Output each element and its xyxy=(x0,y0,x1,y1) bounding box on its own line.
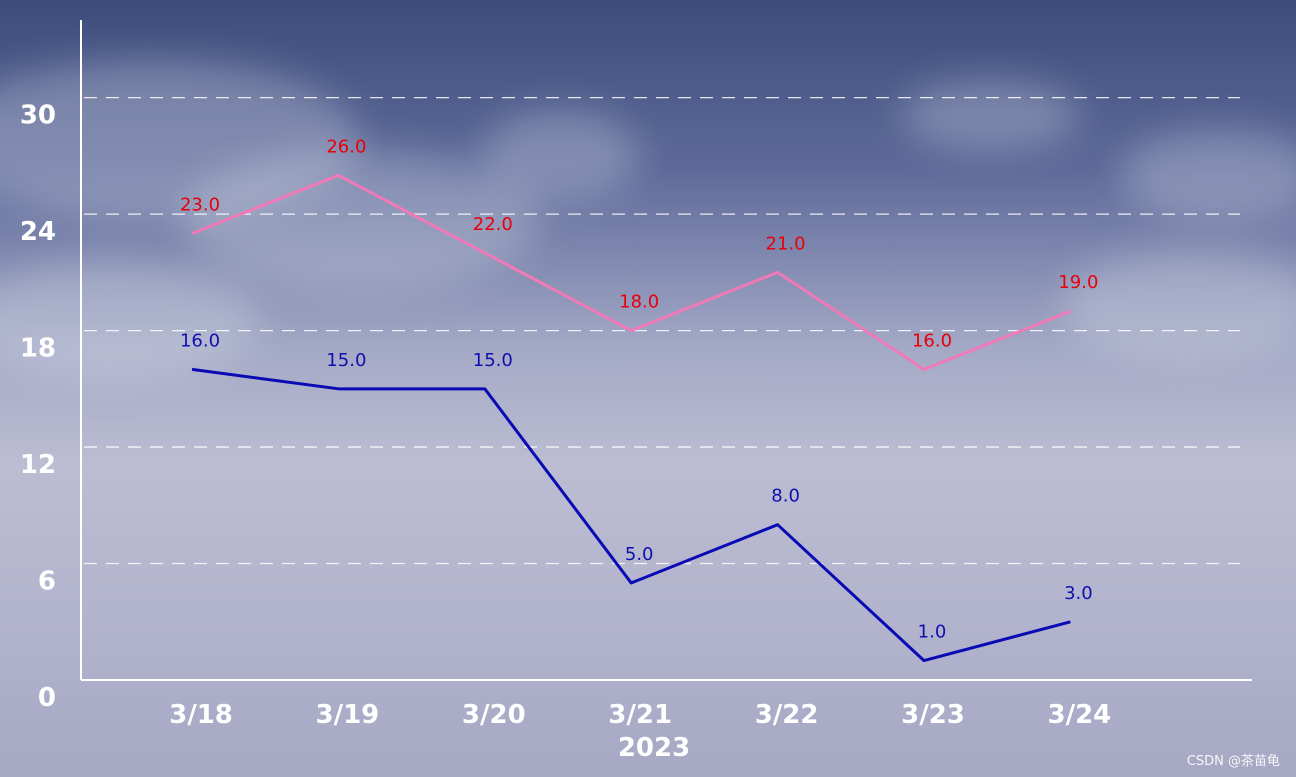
y-tick-label: 24 xyxy=(20,217,56,247)
data-label: 22.0 xyxy=(473,214,513,235)
x-tick-label: 3/22 xyxy=(755,700,819,730)
data-label: 21.0 xyxy=(766,233,806,254)
data-labels: 23.0 26.0 22.0 18.0 21.0 16.0 19.0 16.0 15.0 15.0… xyxy=(180,136,1098,642)
data-label: 16.0 xyxy=(180,330,220,351)
x-tick-label: 3/21 xyxy=(608,700,672,730)
x-tick-label: 3/23 xyxy=(901,700,965,730)
y-tick-label: 18 xyxy=(20,334,56,364)
cloud-shape xyxy=(180,150,540,290)
data-label: 18.0 xyxy=(619,292,659,313)
x-tick-label: 3/20 xyxy=(462,700,526,730)
y-tick-label: 12 xyxy=(20,450,56,480)
data-label: 26.0 xyxy=(326,136,366,157)
data-label: 3.0 xyxy=(1064,583,1093,604)
x-axis-label: 2023 xyxy=(618,733,690,763)
y-tick-label: 6 xyxy=(38,567,56,597)
data-label: 16.0 xyxy=(912,330,952,351)
data-label: 5.0 xyxy=(625,544,654,565)
cloud-shape xyxy=(1120,130,1296,220)
data-label: 15.0 xyxy=(326,350,366,371)
series-line xyxy=(191,367,1071,663)
series-line xyxy=(191,173,1071,371)
x-tick-label: 3/18 xyxy=(169,700,233,730)
y-tick-label: 30 xyxy=(20,101,56,131)
data-label: 15.0 xyxy=(473,350,513,371)
x-tick-label: 3/19 xyxy=(316,700,380,730)
cloud-shape xyxy=(1060,250,1296,360)
axes xyxy=(80,20,1252,681)
x-tick-label: 3/24 xyxy=(1048,700,1112,730)
cloud-shape xyxy=(480,110,640,200)
series-group xyxy=(191,173,1071,663)
watermark: CSDN @茶苗龟 xyxy=(1186,754,1280,769)
data-label: 8.0 xyxy=(771,486,800,507)
data-label: 19.0 xyxy=(1058,272,1098,293)
y-tick-label: 0 xyxy=(38,683,56,713)
cloud-shape xyxy=(0,60,360,220)
grid-lines xyxy=(84,96,1240,565)
data-label: 23.0 xyxy=(180,195,220,216)
data-label: 1.0 xyxy=(918,622,947,643)
cloud-shape xyxy=(0,260,260,380)
cloud-shape xyxy=(900,80,1080,150)
tick-labels: 0 6 12 18 24 30 3/18 3/19 3/20 3/21 3/22 3/23 3/24 xyxy=(20,101,1111,730)
